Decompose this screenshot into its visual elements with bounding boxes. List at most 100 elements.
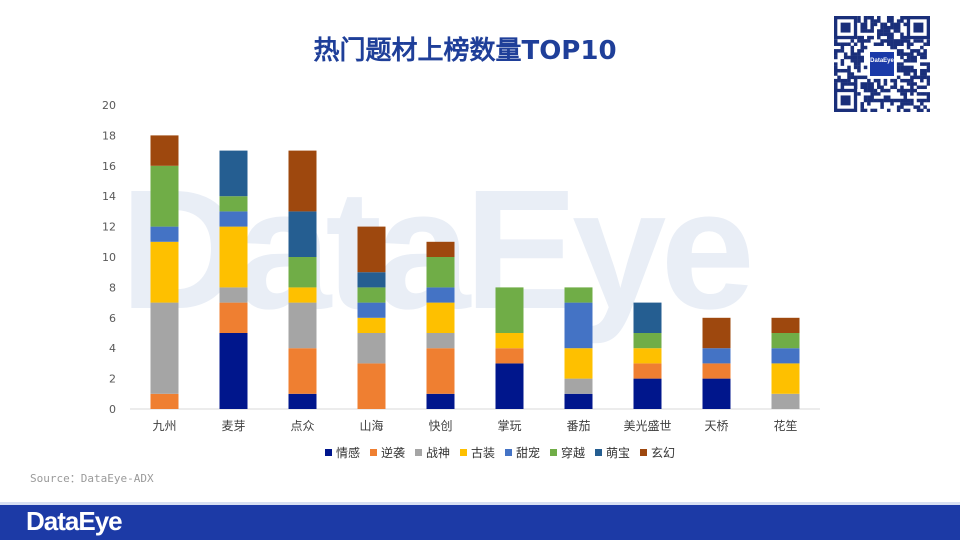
legend-label: 逆袭 [380,446,405,460]
legend-item: 玄幻 [640,444,675,461]
bar-segment-3-5 [495,333,524,349]
bar-segment-4-8 [702,348,731,364]
bar-segment-0-6 [564,393,593,409]
bar-segment-1-7 [633,363,662,379]
footer-divider [0,502,960,505]
legend-item: 古装 [459,444,495,461]
footer-logo: DataEye [26,506,123,536]
bar-segment-3-3 [357,317,386,333]
bar-segment-1-8 [702,363,731,379]
bar-segment-3-0 [150,241,179,303]
bar-segment-2-2 [288,302,317,349]
bar-segment-4-4 [426,287,455,303]
y-tick-label: 4 [109,342,116,355]
footer-bar [0,505,960,540]
bar-segment-3-1 [219,226,248,288]
legend-item: 逆袭 [369,444,405,461]
bar-segment-7-4 [426,241,455,257]
bar-segment-0-1 [219,333,248,409]
y-tick-label: 10 [102,251,116,264]
legend-item: 穿越 [550,444,585,461]
bar-segment-2-0 [150,302,179,394]
qr-finder-marker [840,22,851,33]
qr-code-pattern [834,16,930,112]
legend-label: 玄幻 [651,446,676,460]
bar-segment-1-0 [150,393,179,409]
bar-segment-5-6 [564,287,593,303]
legend-swatch [595,449,603,456]
bar-segment-0-4 [426,393,455,409]
y-tick-label: 8 [109,281,116,294]
y-tick-label: 6 [109,312,116,325]
bar-segment-3-6 [564,348,593,379]
legend-label: 甜宠 [516,446,541,460]
y-tick-label: 16 [102,160,116,173]
bar-segment-7-2 [288,150,317,212]
y-tick-label: 2 [109,373,116,386]
bar-segment-5-4 [426,257,455,288]
bar-segment-1-4 [426,348,455,394]
legend-label: 战神 [425,446,450,460]
x-tick-label: 九州 [152,419,176,433]
bar-segment-7-9 [771,317,800,333]
y-tick-label: 20 [102,99,116,112]
qr-code[interactable]: DataEye [834,16,930,112]
bar-segment-4-3 [357,302,386,318]
bar-segment-5-2 [288,257,317,288]
bar-segment-5-0 [150,165,179,227]
bar-segment-2-4 [426,333,455,349]
legend-item: 战神 [414,444,450,461]
bar-segment-5-5 [495,287,524,333]
bar-segment-2-3 [357,333,386,364]
x-tick-label: 天桥 [704,419,728,433]
bar-segment-2-1 [219,287,248,303]
qr-logo-icon [868,50,896,78]
bar-segment-7-3 [357,226,386,273]
legend-swatch [550,449,558,456]
bar-segment-4-9 [771,348,800,364]
bar-segment-7-8 [702,317,731,349]
bar-segment-6-3 [357,272,386,288]
bar-segment-1-5 [495,348,524,364]
bar-segment-4-0 [150,226,179,242]
bar-segment-3-7 [633,348,662,364]
y-tick-label: 14 [102,190,116,203]
legend-swatch [640,449,648,456]
legend-label: 古装 [470,446,495,460]
bar-segment-4-6 [564,302,593,349]
x-tick-label: 花笙 [773,418,797,433]
chart-legend: 情感 逆袭 战神 古装 甜宠 穿越 萌宝 玄幻 [0,444,960,461]
x-tick-label: 美光盛世 [623,418,671,433]
bar-segment-5-9 [771,333,800,349]
y-tick-label: 12 [102,221,116,234]
bar-segment-3-4 [426,302,455,333]
y-tick-label: 18 [102,129,116,142]
bar-segment-5-3 [357,287,386,303]
bar-segment-5-1 [219,196,248,212]
legend-swatch [414,449,422,456]
chart-title: 热门题材上榜数量TOP10 [313,36,617,66]
bar-segment-0-5 [495,363,524,409]
bar-segment-3-9 [771,363,800,394]
legend-swatch [324,449,332,456]
bar-segment-6-2 [288,211,317,257]
legend-item: 萌宝 [595,444,630,461]
qr-logo-text: DataEye [870,58,894,64]
bar-segment-4-1 [219,211,248,227]
legend-swatch [369,449,377,456]
x-tick-label: 麦芽 [221,419,245,433]
legend-item: 甜宠 [505,444,540,461]
legend-swatch [459,449,467,456]
legend-label: 情感 [335,446,360,460]
x-tick-label: 掌玩 [497,419,521,433]
legend-item: 情感 [324,444,360,461]
bar-segment-1-2 [288,348,317,394]
bar-segment-1-1 [219,302,248,333]
bar-segment-2-6 [564,378,593,394]
x-tick-label: 快创 [428,419,452,433]
qr-finder-marker [913,22,924,33]
x-tick-label: 番茄 [566,419,590,433]
source-note: Source：DataEye-ADX [30,472,154,485]
bar-segment-5-7 [633,333,662,349]
